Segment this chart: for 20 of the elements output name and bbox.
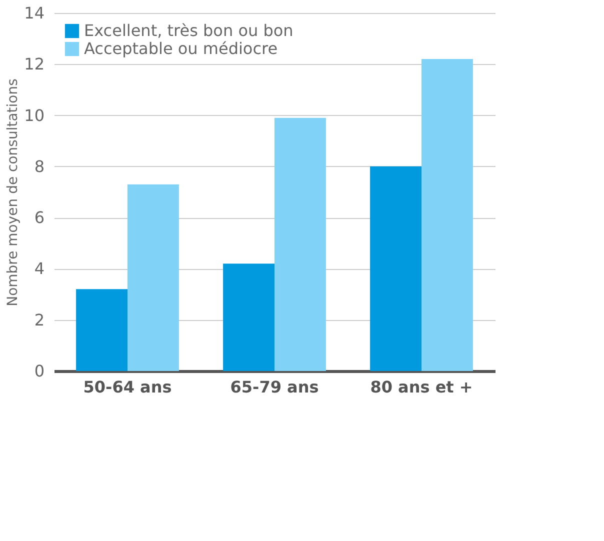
bar xyxy=(422,59,473,371)
bar xyxy=(370,166,422,371)
y-tick-label: 0 xyxy=(34,362,44,380)
y-tick-label: 8 xyxy=(34,156,44,176)
y-tick-label: 4 xyxy=(34,259,44,278)
legend-label: Acceptable ou médiocre xyxy=(84,39,278,58)
y-tick-label: 2 xyxy=(34,310,44,330)
bar xyxy=(274,118,326,371)
x-tick-label: 65-79 ans xyxy=(230,378,319,396)
y-tick-label: 12 xyxy=(24,54,44,74)
y-tick-label: 6 xyxy=(34,208,44,228)
x-tick-label: 50-64 ans xyxy=(83,378,172,396)
bar xyxy=(128,184,179,371)
y-tick-label: 10 xyxy=(24,106,44,125)
y-axis-title: Nombre moyen de consultations xyxy=(5,78,22,306)
y-tick-label: 14 xyxy=(24,4,44,22)
legend-label: Excellent, très bon ou bon xyxy=(84,21,294,40)
x-tick-label: 80 ans et + xyxy=(370,378,473,396)
bar xyxy=(223,264,274,371)
bar xyxy=(76,289,128,371)
